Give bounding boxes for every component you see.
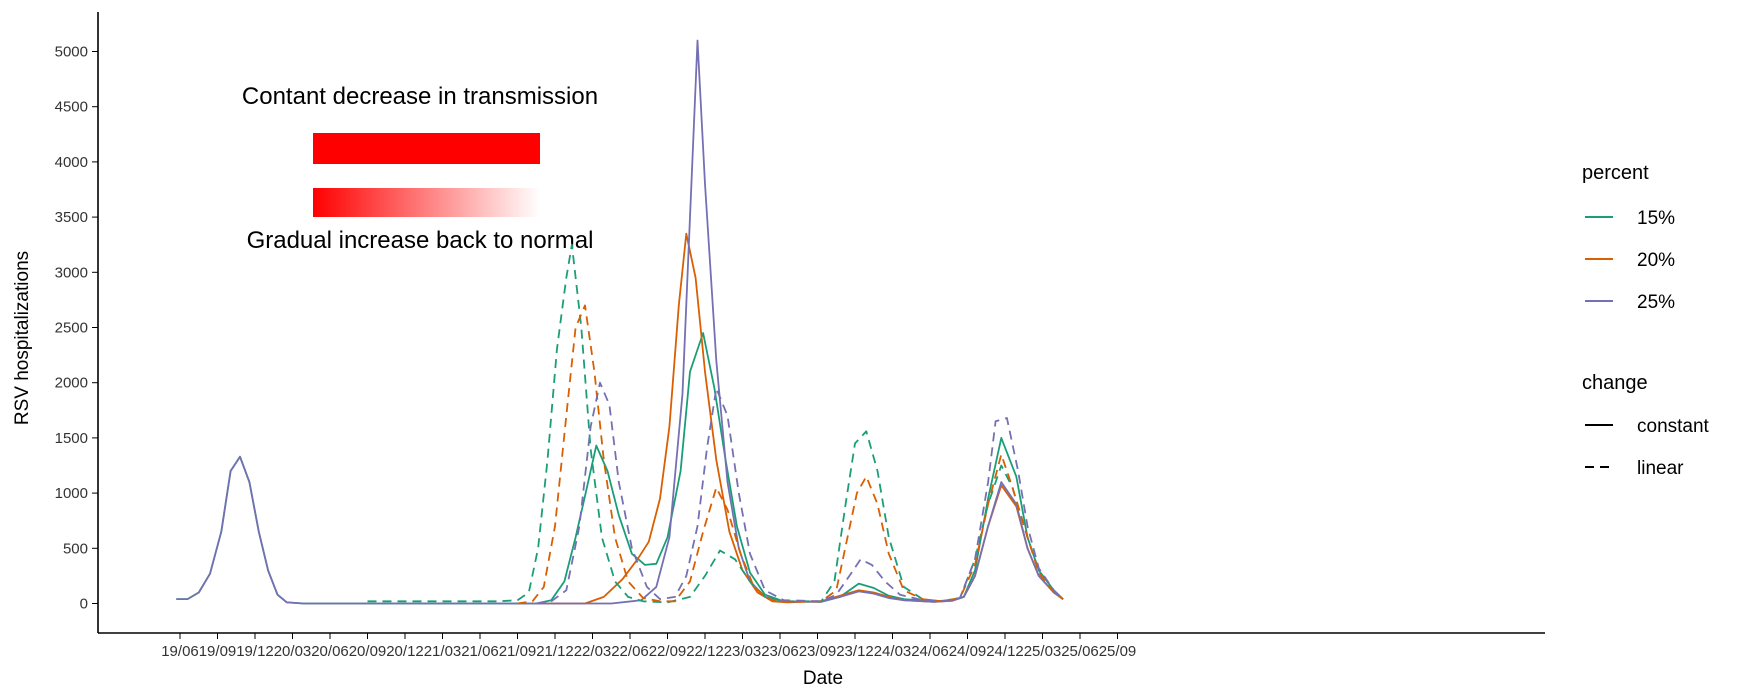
- axes: [97, 12, 1545, 634]
- legend-title-change: change: [1582, 372, 1648, 394]
- x-tick-label: 24/12: [986, 643, 1024, 660]
- annotation-top-text: Contant decrease in transmission: [242, 83, 598, 110]
- x-axis-title: Date: [803, 668, 843, 689]
- series-line-25pct-constant: [176, 39, 1064, 605]
- x-tick-label: 24/09: [949, 643, 987, 660]
- y-tick-label: 3500: [55, 209, 88, 226]
- x-tick-label: 19/12: [236, 643, 274, 660]
- y-tick-label: 5000: [55, 44, 88, 61]
- constant-decrease-bar: [313, 133, 540, 164]
- x-tick-label: 22/09: [649, 643, 687, 660]
- x-tick-label: 20/12: [386, 643, 424, 660]
- x-tick-label: 23/09: [799, 643, 837, 660]
- legend-label: constant: [1637, 416, 1710, 437]
- x-tick-label: 20/09: [349, 643, 387, 660]
- x-tick-label: 20/03: [274, 643, 312, 660]
- x-tick-label: 19/09: [199, 643, 237, 660]
- series-line-15pct-linear: [367, 243, 1064, 604]
- annotation: Contant decrease in transmission Gradual…: [242, 83, 598, 254]
- series-lines: [176, 39, 1064, 605]
- y-tick-label: 0: [80, 596, 88, 613]
- x-tick-label: 25/03: [1024, 643, 1062, 660]
- y-tick-label: 4500: [55, 99, 88, 116]
- series-line-15pct-constant: [176, 332, 1064, 605]
- legend-label: 15%: [1637, 208, 1675, 229]
- x-tick-label: 21/03: [424, 643, 462, 660]
- y-tick-label: 2500: [55, 320, 88, 337]
- x-tick-label: 21/09: [499, 643, 537, 660]
- legend-title-percent: percent: [1582, 162, 1649, 184]
- gradual-increase-bar: [313, 188, 540, 217]
- y-tick-label: 1500: [55, 430, 88, 447]
- x-tick-label: 21/12: [536, 643, 574, 660]
- x-axis-ticks: 19/06 19/09 19/12 20/03 20/06 20/09 20/12 21/03…: [161, 633, 1136, 660]
- x-tick-label: 24/06: [911, 643, 949, 660]
- series-line-20pct-constant: [536, 232, 1064, 605]
- x-tick-label: 19/06: [161, 643, 199, 660]
- x-tick-label: 22/12: [686, 643, 724, 660]
- y-axis-ticks: 0 500 1000 1500 2000 2500 3000 3500 4000 4500 5000: [55, 44, 98, 613]
- series-line-20pct-linear: [517, 304, 1064, 605]
- x-tick-label: 24/03: [874, 643, 912, 660]
- y-axis-title: RSV hospitalizations: [12, 251, 33, 425]
- y-tick-label: 4000: [55, 154, 88, 171]
- legend: percent change 15% 20% 25% constant linear: [1582, 162, 1710, 479]
- x-tick-label: 25/06: [1061, 643, 1099, 660]
- x-tick-label: 22/03: [574, 643, 612, 660]
- legend-label: 20%: [1637, 250, 1675, 271]
- x-tick-label: 23/06: [761, 643, 799, 660]
- y-tick-label: 1000: [55, 485, 88, 502]
- series-line-25pct-linear: [536, 381, 1064, 605]
- y-tick-label: 500: [63, 540, 88, 557]
- y-tick-label: 3000: [55, 264, 88, 281]
- x-tick-label: 25/09: [1099, 643, 1137, 660]
- x-tick-label: 22/06: [611, 643, 649, 660]
- annotation-bottom-text: Gradual increase back to normal: [247, 227, 594, 254]
- y-tick-label: 2000: [55, 375, 88, 392]
- x-tick-label: 23/12: [836, 643, 874, 660]
- x-tick-label: 20/06: [311, 643, 349, 660]
- x-tick-label: 21/06: [461, 643, 499, 660]
- legend-label: 25%: [1637, 292, 1675, 313]
- legend-label: linear: [1637, 458, 1684, 479]
- x-tick-label: 23/03: [724, 643, 762, 660]
